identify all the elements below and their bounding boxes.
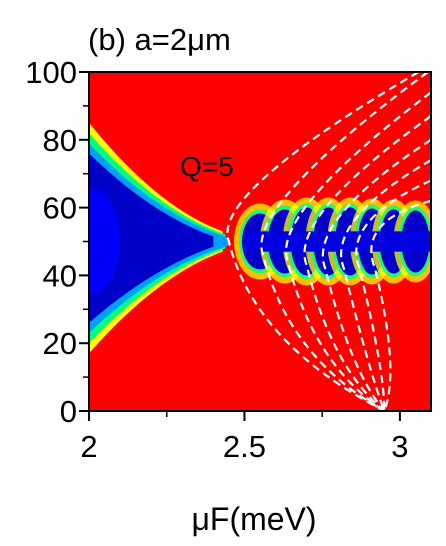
- x-tick-label: 3: [391, 429, 408, 464]
- left-lobe-center: [89, 189, 120, 294]
- lobe-band-center: [244, 231, 431, 252]
- x-axis-label: μF(meV): [191, 501, 316, 537]
- x-tick-label: 2.5: [223, 429, 266, 464]
- dashed-curve: [321, 138, 431, 411]
- y-tick-label: 80: [43, 123, 77, 158]
- dashed-curve: [285, 91, 431, 411]
- dashed-curve: [260, 72, 429, 411]
- dashed-overlay-curves: [226, 72, 431, 411]
- panel-label: (b) a=2μm: [88, 22, 231, 57]
- plot-area: [89, 72, 431, 411]
- x-tick-label: 2: [80, 429, 97, 464]
- x-axis: 2 2.5 3: [80, 411, 409, 464]
- y-tick-label: 60: [43, 191, 77, 226]
- y-tick-label: 40: [43, 258, 77, 293]
- left-lobe-core: [89, 153, 214, 323]
- q-annotation: Q=5: [180, 151, 234, 182]
- y-tick-label: 0: [60, 394, 77, 429]
- dashed-curve: [226, 72, 420, 411]
- dashed-curve: [340, 159, 431, 411]
- dashed-curve: [370, 199, 431, 411]
- y-tick-label: 20: [43, 326, 77, 361]
- y-axis: 0 20 40 60 80 100: [25, 55, 89, 429]
- y-tick-label: 100: [25, 55, 77, 90]
- dashed-curve: [355, 179, 431, 411]
